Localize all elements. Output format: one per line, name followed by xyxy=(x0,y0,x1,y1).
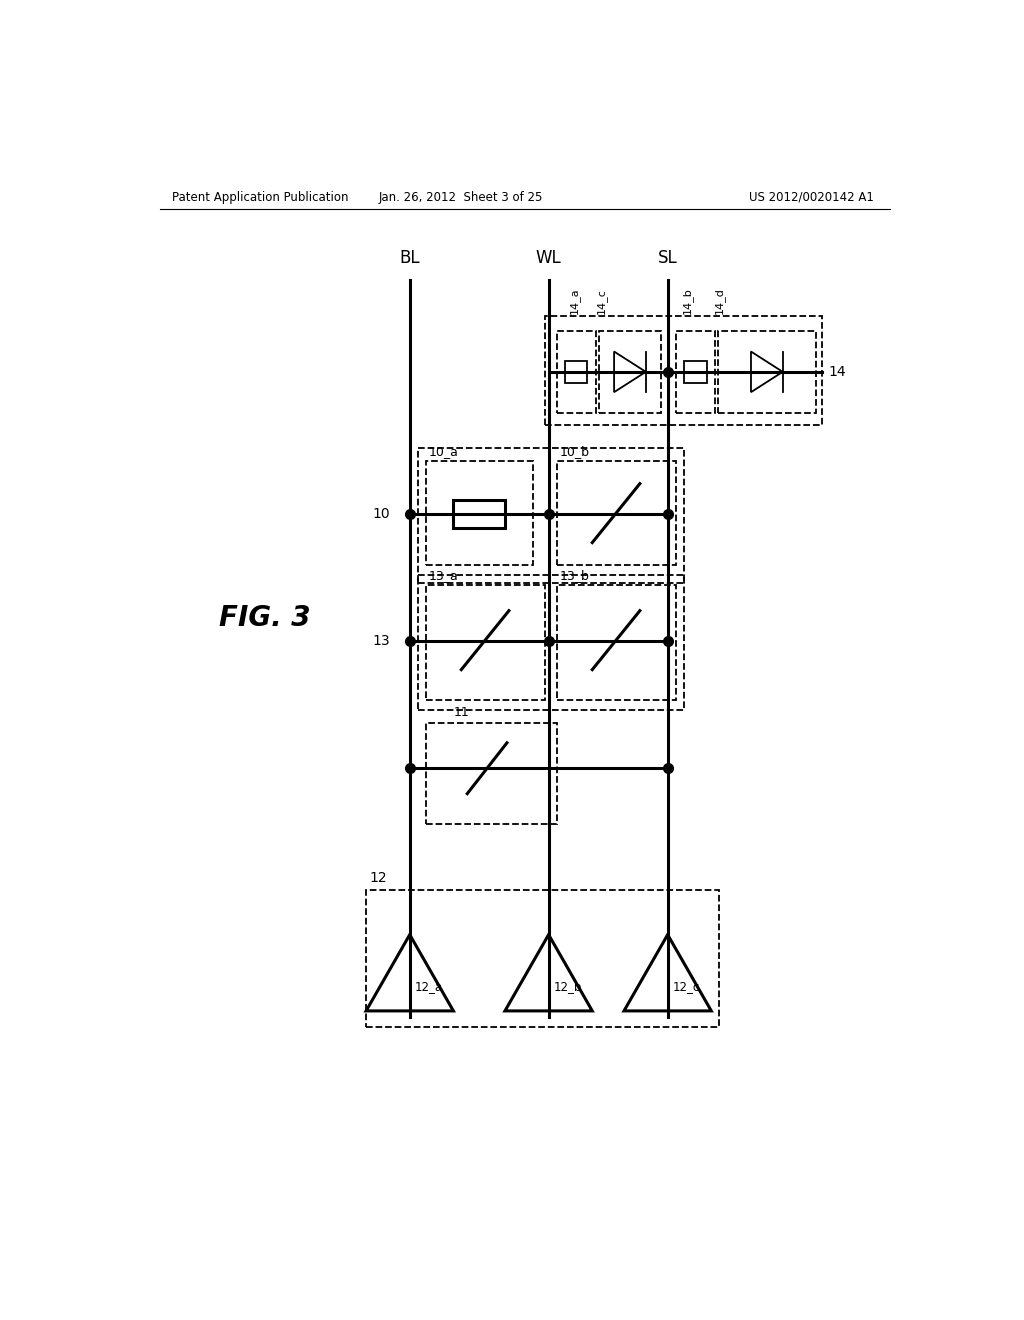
Bar xyxy=(557,585,676,700)
Bar xyxy=(565,360,588,383)
Bar xyxy=(426,722,557,824)
Bar xyxy=(426,585,545,700)
Text: 12_a: 12_a xyxy=(415,981,442,993)
Bar xyxy=(557,331,596,412)
Text: US 2012/0020142 A1: US 2012/0020142 A1 xyxy=(750,190,873,203)
Text: 14_c: 14_c xyxy=(596,288,607,314)
Bar xyxy=(718,331,816,412)
Bar xyxy=(454,500,505,528)
Text: 13_b: 13_b xyxy=(560,569,590,582)
Text: 10_b: 10_b xyxy=(560,445,590,458)
Text: 12_b: 12_b xyxy=(553,981,582,993)
Bar xyxy=(676,331,715,412)
Bar xyxy=(545,315,822,425)
Text: 14_a: 14_a xyxy=(568,288,580,314)
Text: 11: 11 xyxy=(454,706,469,719)
Bar xyxy=(367,890,719,1027)
Text: 10: 10 xyxy=(373,507,390,521)
Text: WL: WL xyxy=(536,249,561,267)
Text: SL: SL xyxy=(657,249,678,267)
Text: 14_d: 14_d xyxy=(714,286,725,314)
Bar xyxy=(684,360,707,383)
Text: Patent Application Publication: Patent Application Publication xyxy=(172,190,348,203)
Bar xyxy=(418,447,684,583)
Text: BL: BL xyxy=(399,249,420,267)
Text: FIG. 3: FIG. 3 xyxy=(219,603,310,632)
Text: 12_c: 12_c xyxy=(673,981,699,993)
Bar xyxy=(426,461,532,565)
Bar xyxy=(418,576,684,710)
Text: 13: 13 xyxy=(373,634,390,648)
Text: Jan. 26, 2012  Sheet 3 of 25: Jan. 26, 2012 Sheet 3 of 25 xyxy=(379,190,544,203)
Text: 14_b: 14_b xyxy=(682,288,693,314)
Text: 12: 12 xyxy=(370,871,387,886)
Text: 13_a: 13_a xyxy=(429,569,459,582)
Bar xyxy=(599,331,662,412)
Bar xyxy=(557,461,676,565)
Text: 14: 14 xyxy=(828,364,847,379)
Text: 10_a: 10_a xyxy=(429,445,459,458)
